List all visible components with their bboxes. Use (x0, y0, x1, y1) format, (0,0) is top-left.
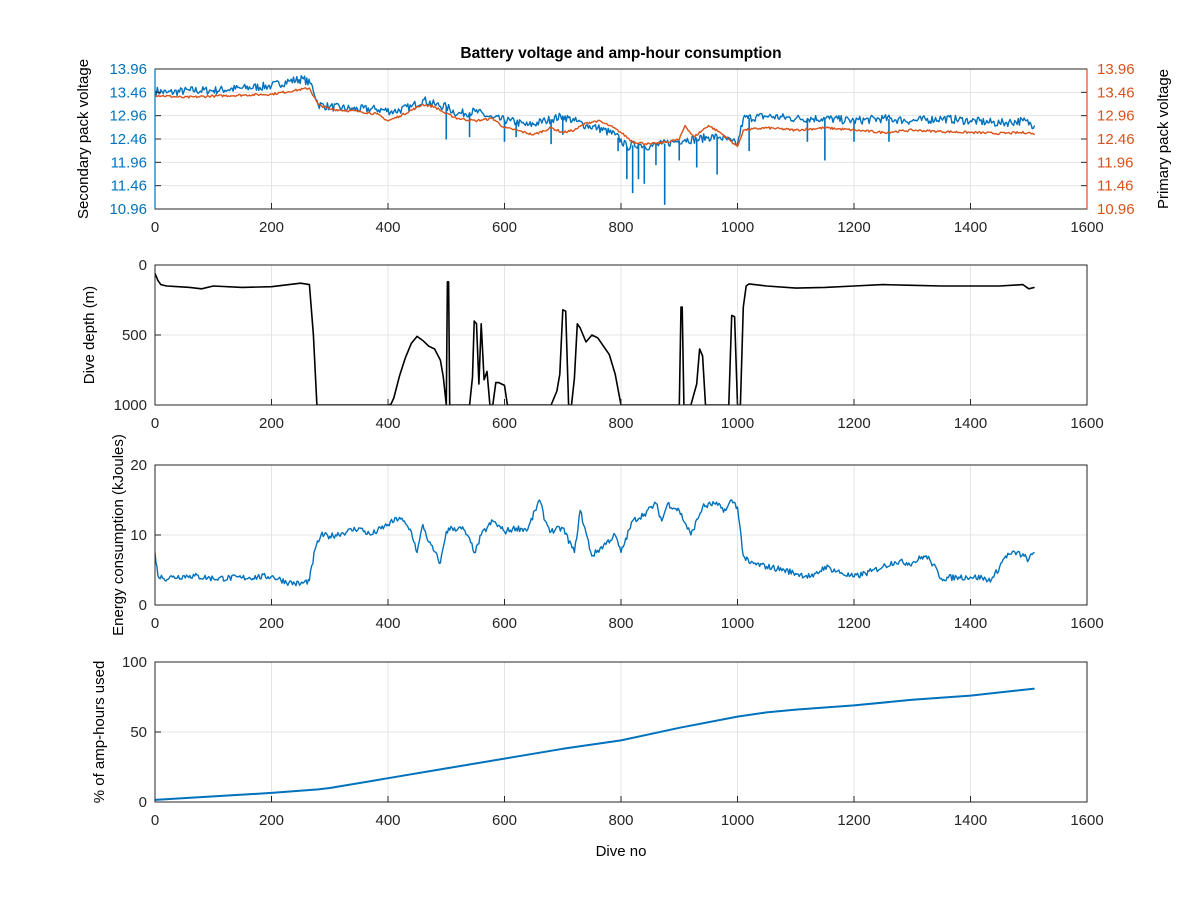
x-tick-label: 1200 (837, 812, 870, 829)
y-tick-label: 13.46 (109, 84, 147, 101)
voltage-panel: 0 200 400 600 800 1000 1200 1400 1600 13.96 13.46 1… (75, 45, 1172, 236)
y-tick-label: 10.96 (109, 201, 147, 218)
panel-3-series-line (155, 687, 1035, 801)
y-axis-label-energy: Energy consumption (kJoules) (110, 434, 127, 636)
y-tick-label: 11.96 (111, 154, 147, 171)
x-tick-label: 1400 (954, 615, 987, 632)
y2-tick-label: 11.46 (1097, 178, 1133, 195)
x-tick-label: 200 (259, 615, 284, 632)
y2-tick-label: 11.96 (1097, 154, 1133, 171)
y-tick-label: 500 (122, 327, 147, 344)
x-tick-label: 1200 (837, 415, 870, 432)
chart-title: Battery voltage and amp-hour consumption (460, 45, 781, 62)
x-tick-label: 200 (259, 812, 284, 829)
x-tick-label: 800 (608, 415, 633, 432)
x-tick-label: 400 (375, 415, 400, 432)
x-tick-label: 1400 (954, 415, 987, 432)
x-tick-label: 0 (151, 415, 159, 432)
dive-depth-panel: 0 200 400 600 800 1000 1200 1400 1600 0 500 1000 Di… (81, 257, 1104, 432)
primary-pack-voltage-series-line (155, 87, 1036, 148)
y-axis-label-amp-hours: % of amp-hours used (91, 661, 108, 804)
x-tick-label: 1600 (1070, 415, 1103, 432)
y2-tick-label: 12.46 (1097, 131, 1135, 148)
panel-2-series-line (155, 499, 1035, 587)
y-tick-label: 0 (139, 794, 147, 811)
y-tick-label: 10 (130, 527, 147, 544)
y-tick-label: 1000 (114, 397, 147, 414)
x-tick-label: 200 (259, 415, 284, 432)
y-tick-label: 12.46 (109, 131, 147, 148)
secondary-pack-voltage-series-line (155, 74, 1036, 151)
y-axis-label-dive-depth: Dive depth (m) (81, 286, 98, 384)
panel-1-series-line (155, 273, 1035, 405)
y2-tick-label: 13.46 (1097, 84, 1135, 101)
x-tick-label: 800 (608, 219, 633, 236)
y-tick-label: 20 (130, 457, 147, 474)
x-tick-label: 800 (608, 615, 633, 632)
y-tick-label: 50 (130, 724, 147, 741)
x-tick-label: 0 (151, 219, 159, 236)
x-tick-label: 1000 (721, 615, 754, 632)
x-tick-label: 1000 (721, 219, 754, 236)
y-tick-label: 0 (139, 597, 147, 614)
x-tick-label: 400 (375, 615, 400, 632)
y-tick-label: 13.96 (109, 61, 147, 78)
x-tick-label: 1600 (1070, 615, 1103, 632)
x-tick-label: 400 (375, 812, 400, 829)
x-axis-label-dive-no: Dive no (596, 843, 647, 860)
y-axis-label-secondary-voltage: Secondary pack voltage (75, 59, 92, 219)
x-tick-label: 0 (151, 615, 159, 632)
x-tick-label: 600 (492, 219, 517, 236)
x-tick-label: 800 (608, 812, 633, 829)
x-tick-label: 0 (151, 812, 159, 829)
y2-tick-label: 13.96 (1097, 61, 1135, 78)
energy-panel: 0 200 400 600 800 1000 1200 1400 1600 20 10 0 Energ… (110, 434, 1104, 636)
x-tick-label: 1400 (954, 219, 987, 236)
x-tick-label: 1600 (1070, 219, 1103, 236)
x-tick-label: 1600 (1070, 812, 1103, 829)
y-tick-label: 100 (122, 654, 147, 671)
y-tick-label: 11.46 (111, 178, 147, 195)
x-tick-label: 1000 (721, 812, 754, 829)
x-tick-label: 600 (492, 615, 517, 632)
y2-tick-label: 12.96 (1097, 108, 1135, 125)
x-tick-label: 600 (492, 415, 517, 432)
y2-tick-label: 10.96 (1097, 201, 1135, 218)
y2-axis-label-primary-voltage: Primary pack voltage (1155, 69, 1172, 209)
x-tick-label: 400 (375, 219, 400, 236)
x-tick-label: 200 (259, 219, 284, 236)
x-tick-label: 1000 (721, 415, 754, 432)
y-tick-label: 0 (139, 257, 147, 274)
x-tick-label: 1200 (837, 615, 870, 632)
x-tick-label: 600 (492, 812, 517, 829)
amp-hours-panel: 0 200 400 600 800 1000 1200 1400 1600 100 50 0 % of… (91, 654, 1104, 860)
x-tick-label: 1400 (954, 812, 987, 829)
y-tick-label: 12.96 (109, 108, 147, 125)
x-tick-label: 1200 (837, 219, 870, 236)
